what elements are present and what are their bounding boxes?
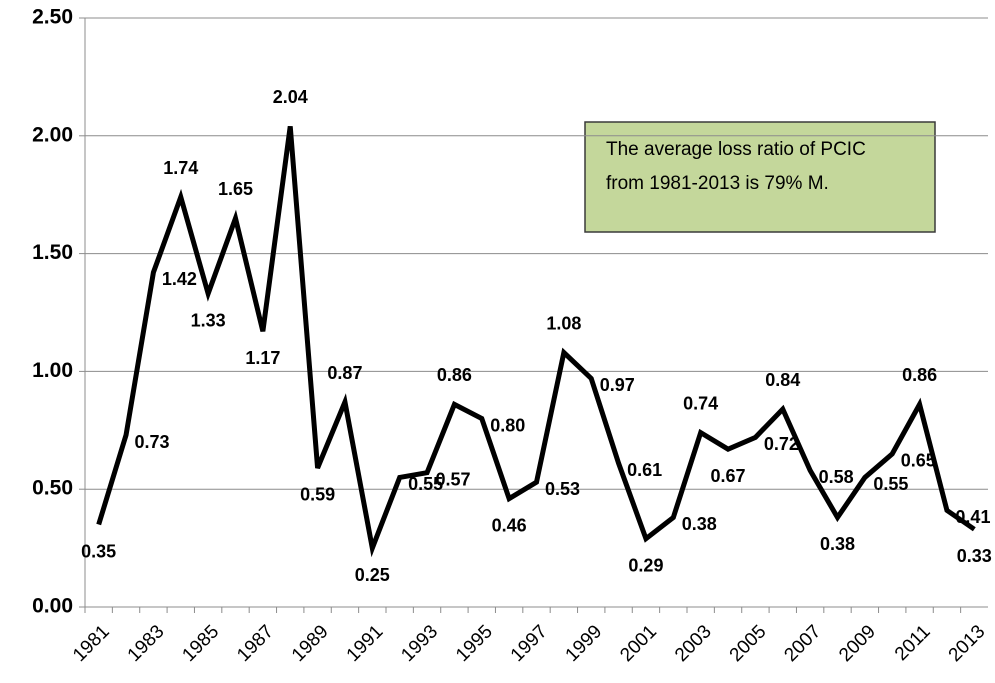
x-tick-label: 2001 [616, 621, 661, 666]
x-tick-label: 1993 [397, 621, 442, 666]
data-label: 0.33 [957, 546, 992, 566]
x-tick-label: 2009 [835, 621, 880, 666]
data-label: 1.65 [218, 179, 253, 199]
data-label: 0.55 [873, 474, 908, 494]
data-label: 0.35 [81, 541, 116, 561]
data-label: 0.84 [765, 370, 800, 390]
x-tick-label: 1987 [233, 621, 278, 666]
data-label: 0.53 [545, 479, 580, 499]
data-label: 0.65 [901, 451, 936, 471]
data-label: 0.61 [627, 460, 662, 480]
data-label: 0.41 [955, 507, 990, 527]
data-label: 0.38 [682, 514, 717, 534]
x-tick-label: 2005 [726, 621, 771, 666]
x-tick-label: 1995 [452, 621, 497, 666]
data-label: 0.55 [408, 474, 443, 494]
y-tick-label: 2.50 [32, 6, 73, 29]
data-label: 0.59 [300, 485, 335, 505]
data-label: 0.73 [135, 432, 170, 452]
data-label: 0.80 [490, 415, 525, 435]
x-tick-label: 2007 [780, 621, 825, 666]
y-tick-label: 1.50 [32, 241, 73, 264]
data-label: 1.74 [163, 158, 198, 178]
data-label: 0.29 [628, 555, 663, 575]
annotation-line: The average loss ratio of PCIC [606, 139, 866, 160]
data-label: 0.46 [492, 515, 527, 535]
data-label: 0.38 [820, 534, 855, 554]
data-label: 1.42 [162, 269, 197, 289]
data-label: 0.58 [819, 467, 854, 487]
x-tick-label: 1989 [288, 621, 333, 666]
data-label: 0.67 [711, 466, 746, 486]
data-label: 0.86 [437, 365, 472, 385]
data-label: 1.08 [546, 313, 581, 333]
data-label: 2.04 [273, 87, 308, 107]
x-tick-label: 1997 [507, 621, 552, 666]
data-label: 0.86 [902, 365, 937, 385]
x-tick-label: 1981 [69, 621, 114, 666]
y-tick-label: 1.00 [32, 359, 73, 382]
data-label: 0.97 [600, 375, 635, 395]
y-tick-label: 2.00 [32, 123, 73, 146]
x-tick-label: 2011 [891, 621, 935, 665]
data-label: 0.25 [355, 565, 390, 585]
x-tick-label: 1999 [562, 621, 607, 666]
x-tick-label: 2013 [945, 621, 990, 666]
x-tick-label: 1991 [343, 621, 388, 666]
y-tick-label: 0.50 [32, 477, 73, 500]
data-label: 0.87 [327, 363, 362, 383]
line [96, 126, 976, 558]
data-label: 1.17 [245, 348, 280, 368]
x-tick-label: 2003 [671, 621, 716, 666]
annotation-box [584, 121, 936, 233]
y-tick-label: 0.00 [32, 595, 73, 618]
data-label: 1.33 [191, 310, 226, 330]
data-label: 0.74 [683, 393, 718, 413]
x-tick-label: 1983 [124, 621, 169, 666]
annotation-line: from 1981-2013 is 79% M. [606, 173, 829, 194]
data-label: 0.72 [764, 434, 799, 454]
x-tick-label: 1985 [178, 621, 223, 666]
data-label: 0.57 [436, 469, 471, 489]
